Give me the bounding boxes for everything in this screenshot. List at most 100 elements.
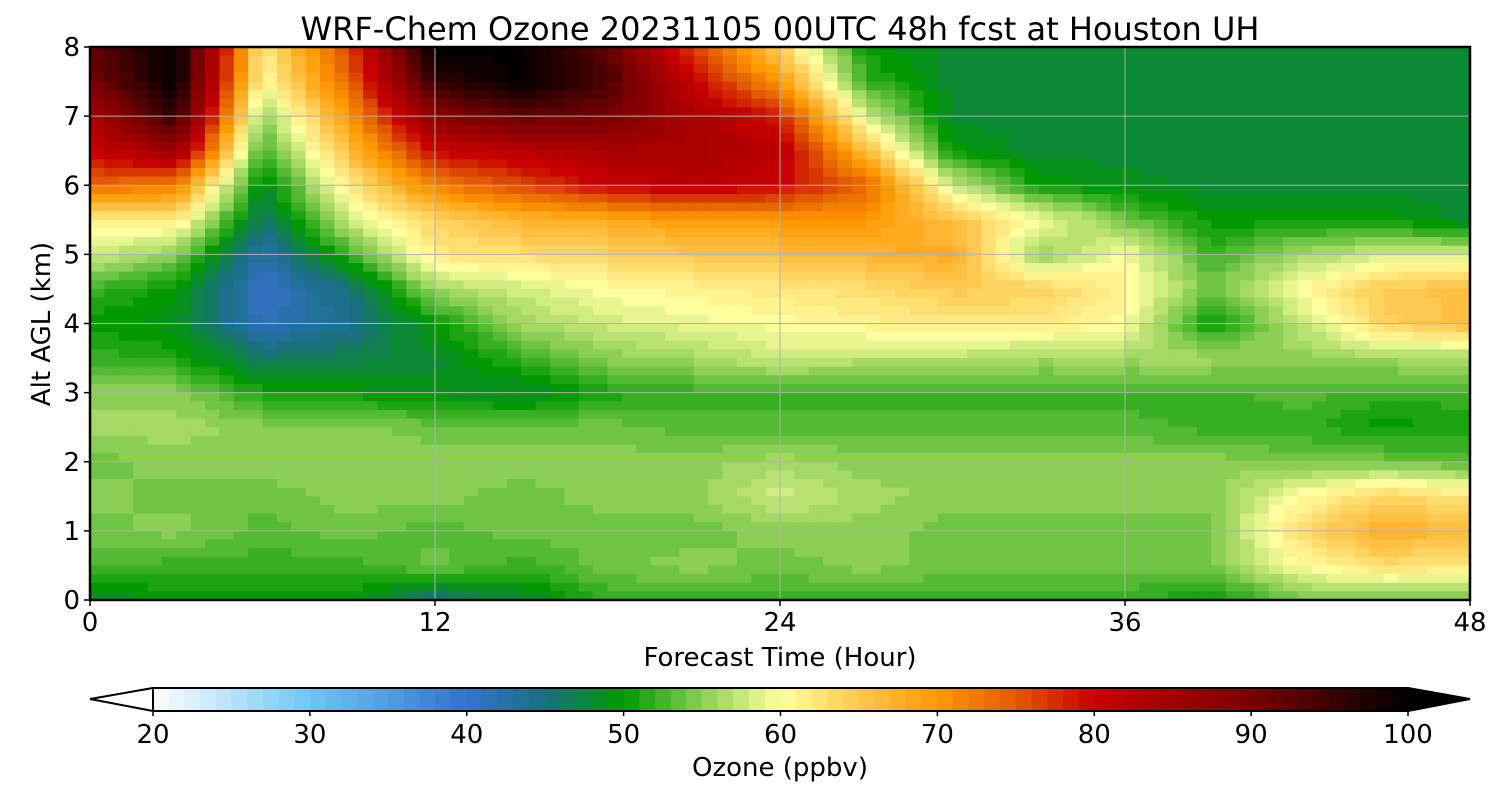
heatmap-cell (607, 444, 623, 454)
heatmap-cell (363, 124, 379, 135)
heatmap-cell (1196, 254, 1212, 264)
heatmap-cell (1340, 444, 1356, 454)
heatmap-cell (161, 418, 177, 428)
heatmap-cell (550, 479, 565, 489)
heatmap-cell (679, 237, 695, 247)
heatmap-cell (722, 211, 738, 221)
heatmap-cell (1455, 150, 1470, 160)
heatmap-cell (1153, 245, 1169, 255)
heatmap-cell (190, 487, 206, 497)
heatmap-cell (564, 470, 580, 480)
heatmap-cell (1110, 150, 1126, 160)
heatmap-cell (305, 297, 321, 307)
heatmap-cell (1081, 185, 1097, 195)
heatmap-cell (751, 383, 767, 394)
heatmap-cell (420, 444, 436, 454)
heatmap-cell (938, 185, 954, 195)
heatmap-cell (90, 306, 105, 316)
heatmap-cell (621, 323, 637, 333)
heatmap-cell (1110, 263, 1126, 273)
heatmap-cell (420, 193, 436, 204)
heatmap-cell (1383, 271, 1399, 281)
heatmap-cell (1441, 427, 1457, 437)
heatmap-cell (449, 280, 465, 290)
heatmap-cell (420, 332, 436, 342)
heatmap-cell (1081, 392, 1097, 402)
heatmap-cell (190, 202, 206, 212)
heatmap-cell (679, 211, 695, 221)
heatmap-cell (1053, 159, 1069, 169)
heatmap-cell (895, 461, 910, 471)
heatmap-cell (1326, 401, 1342, 411)
heatmap-cell (276, 176, 292, 186)
heatmap-cell (161, 237, 177, 247)
heatmap-cell (808, 332, 824, 342)
heatmap-cell (665, 288, 680, 299)
heatmap-cell (334, 366, 350, 376)
heatmap-cell (1125, 271, 1140, 281)
heatmap-cell (1398, 418, 1414, 428)
heatmap-cell (966, 297, 982, 307)
heatmap-cell (1096, 444, 1112, 454)
heatmap-cell (291, 392, 307, 402)
heatmap-cell (1096, 237, 1112, 247)
heatmap-cell (219, 349, 235, 359)
heatmap-cell (1268, 392, 1284, 402)
heatmap-cell (1398, 479, 1414, 489)
heatmap-cell (736, 245, 752, 255)
heatmap-cell (1455, 124, 1470, 135)
heatmap-cell (1067, 435, 1083, 446)
heatmap-cell (909, 116, 925, 126)
heatmap-cell (851, 461, 867, 471)
heatmap-cell (176, 435, 192, 446)
heatmap-cell (794, 124, 810, 135)
heatmap-cell (1110, 124, 1126, 135)
heatmap-cell (1455, 418, 1470, 428)
heatmap-cell (1398, 297, 1414, 307)
heatmap-cell (348, 427, 364, 437)
heatmap-cell (219, 479, 235, 489)
heatmap-cell (679, 314, 695, 325)
heatmap-cell (780, 124, 795, 135)
heatmap-cell (492, 323, 508, 333)
heatmap-cell (751, 202, 767, 212)
heatmap-cell (1081, 159, 1097, 169)
heatmap-cell (205, 280, 220, 290)
heatmap-cell (765, 409, 781, 420)
heatmap-cell (406, 116, 422, 126)
heatmap-cell (1168, 314, 1184, 325)
heatmap-cell (276, 444, 292, 454)
heatmap-cell (377, 219, 393, 230)
heatmap-cell (1182, 185, 1198, 195)
heatmap-cell (1196, 219, 1212, 230)
heatmap-cell (593, 81, 609, 91)
heatmap-cell (679, 245, 695, 255)
heatmap-cell (1326, 263, 1342, 273)
heatmap-cell (118, 107, 134, 117)
heatmap-cell (1455, 409, 1470, 420)
heatmap-cell (1369, 435, 1385, 446)
heatmap-cell (1355, 297, 1370, 307)
heatmap-cell (1412, 479, 1428, 489)
heatmap-cell (176, 401, 192, 411)
heatmap-cell (104, 297, 120, 307)
heatmap-cell (449, 185, 465, 195)
heatmap-cell (938, 150, 954, 160)
heatmap-cell (1168, 401, 1184, 411)
heatmap-cell (1067, 314, 1083, 325)
heatmap-cell (1254, 81, 1270, 91)
heatmap-cell (219, 392, 235, 402)
heatmap-cell (1125, 479, 1140, 489)
heatmap-cell (219, 366, 235, 376)
heatmap-cell (1182, 332, 1198, 342)
heatmap-cell (1398, 124, 1414, 135)
heatmap-cell (736, 193, 752, 204)
heatmap-cell (1067, 271, 1083, 281)
heatmap-cell (1153, 237, 1169, 247)
heatmap-cell (550, 280, 565, 290)
heatmap-cell (1024, 444, 1040, 454)
heatmap-cell (363, 323, 379, 333)
heatmap-cell (478, 401, 494, 411)
heatmap-cell (665, 81, 680, 91)
heatmap-cell (248, 340, 264, 351)
